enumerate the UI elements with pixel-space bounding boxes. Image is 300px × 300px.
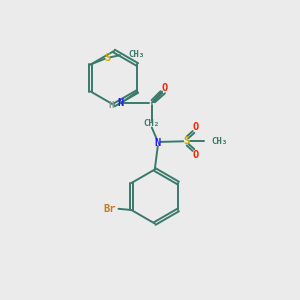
- Text: S: S: [104, 53, 110, 63]
- Text: O: O: [192, 122, 198, 132]
- Text: Br: Br: [103, 203, 116, 214]
- Text: CH₂: CH₂: [144, 119, 160, 128]
- Text: O: O: [162, 83, 168, 93]
- Text: N: N: [155, 137, 161, 148]
- Text: CH₃: CH₃: [212, 136, 228, 146]
- Text: S: S: [183, 136, 189, 146]
- Text: H: H: [109, 101, 114, 110]
- Text: CH₃: CH₃: [128, 50, 144, 59]
- Text: O: O: [192, 150, 198, 161]
- Text: N: N: [117, 98, 123, 108]
